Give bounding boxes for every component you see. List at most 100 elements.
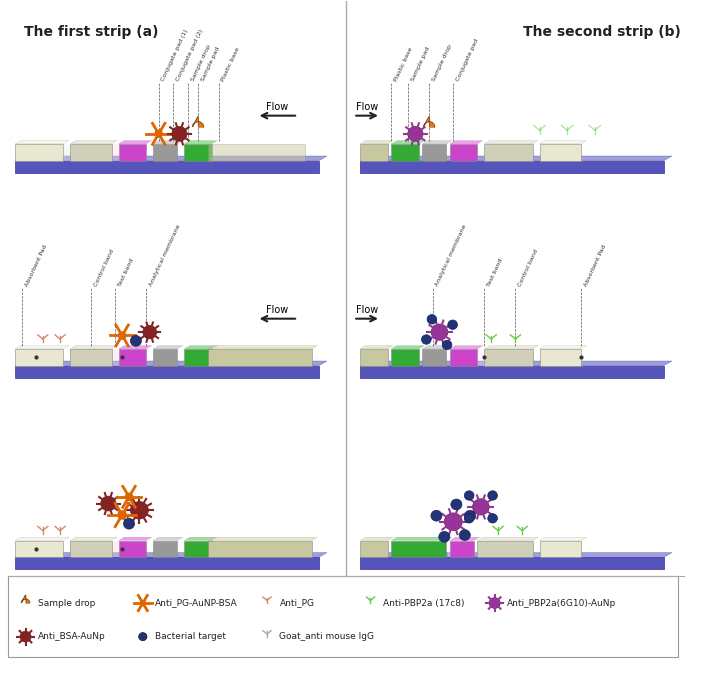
Polygon shape — [422, 346, 452, 349]
Polygon shape — [360, 558, 664, 570]
Polygon shape — [70, 541, 111, 558]
Polygon shape — [208, 349, 312, 366]
Circle shape — [139, 600, 146, 606]
Text: Conjugate pad (1): Conjugate pad (1) — [161, 28, 189, 82]
Polygon shape — [184, 537, 217, 541]
Circle shape — [172, 126, 187, 141]
Polygon shape — [208, 346, 318, 349]
Circle shape — [139, 632, 147, 641]
Polygon shape — [184, 346, 217, 349]
Polygon shape — [477, 537, 538, 541]
Polygon shape — [422, 349, 447, 366]
Text: Flow: Flow — [266, 103, 289, 112]
Polygon shape — [154, 349, 177, 366]
Text: Sample drop: Sample drop — [431, 44, 453, 82]
Circle shape — [20, 631, 31, 642]
Polygon shape — [540, 144, 581, 161]
Bar — [29, 144, 70, 161]
Polygon shape — [15, 361, 327, 366]
Polygon shape — [15, 541, 64, 558]
Polygon shape — [70, 140, 117, 144]
Circle shape — [472, 499, 489, 515]
Polygon shape — [450, 140, 483, 144]
Polygon shape — [154, 140, 183, 144]
Bar — [111, 144, 139, 161]
Text: Sample pad: Sample pad — [200, 46, 220, 82]
Polygon shape — [484, 346, 538, 349]
Polygon shape — [70, 346, 117, 349]
Text: Control band: Control band — [93, 248, 115, 287]
Polygon shape — [422, 144, 447, 161]
Polygon shape — [391, 346, 424, 349]
Text: Test band: Test band — [486, 257, 504, 287]
Polygon shape — [391, 349, 418, 366]
Polygon shape — [184, 144, 212, 161]
Bar — [70, 541, 111, 558]
Bar — [8, 576, 677, 657]
Polygon shape — [422, 140, 452, 144]
Polygon shape — [15, 558, 319, 570]
Bar — [477, 541, 533, 558]
Circle shape — [448, 320, 458, 329]
Circle shape — [451, 499, 462, 510]
Polygon shape — [360, 366, 664, 378]
Circle shape — [464, 514, 474, 523]
Text: Absorbent Pad: Absorbent Pad — [583, 244, 607, 287]
Polygon shape — [360, 346, 393, 349]
Circle shape — [444, 513, 462, 531]
Polygon shape — [360, 144, 388, 161]
Text: Analytical membrane: Analytical membrane — [435, 224, 468, 287]
Polygon shape — [450, 349, 477, 366]
Text: Absorbent Pad: Absorbent Pad — [24, 244, 48, 287]
Polygon shape — [423, 116, 435, 127]
Polygon shape — [360, 361, 672, 366]
Circle shape — [123, 518, 135, 529]
Polygon shape — [15, 553, 327, 558]
Polygon shape — [118, 140, 152, 144]
Circle shape — [117, 510, 127, 520]
Circle shape — [101, 496, 116, 511]
Polygon shape — [15, 349, 64, 366]
Polygon shape — [154, 541, 177, 558]
Polygon shape — [391, 541, 447, 558]
Bar — [449, 541, 469, 558]
Circle shape — [431, 324, 448, 340]
Polygon shape — [118, 346, 152, 349]
Circle shape — [442, 340, 452, 350]
Circle shape — [464, 491, 474, 500]
Text: Sample pad: Sample pad — [411, 46, 431, 82]
Polygon shape — [450, 346, 483, 349]
Circle shape — [465, 510, 476, 521]
Polygon shape — [193, 116, 203, 127]
Polygon shape — [184, 541, 212, 558]
Polygon shape — [15, 140, 69, 144]
Bar — [111, 349, 139, 366]
Circle shape — [459, 530, 470, 541]
Text: Flow: Flow — [266, 305, 289, 315]
Polygon shape — [450, 541, 474, 558]
Bar — [111, 541, 139, 558]
Polygon shape — [540, 140, 587, 144]
Polygon shape — [184, 349, 212, 366]
Polygon shape — [15, 156, 327, 161]
Polygon shape — [154, 537, 183, 541]
Polygon shape — [477, 541, 533, 558]
Circle shape — [488, 491, 498, 500]
Polygon shape — [70, 144, 111, 161]
Polygon shape — [450, 537, 479, 541]
Polygon shape — [22, 595, 29, 603]
Polygon shape — [118, 144, 147, 161]
Polygon shape — [360, 140, 393, 144]
Bar — [484, 349, 526, 366]
Circle shape — [154, 130, 163, 138]
Polygon shape — [118, 349, 147, 366]
Circle shape — [118, 331, 126, 340]
Text: The second strip (b): The second strip (b) — [523, 25, 681, 39]
Text: Anti_PG: Anti_PG — [280, 599, 315, 608]
Circle shape — [125, 493, 133, 501]
Polygon shape — [360, 161, 664, 173]
Polygon shape — [208, 144, 305, 161]
Polygon shape — [391, 144, 418, 161]
Text: The first strip (a): The first strip (a) — [24, 25, 158, 39]
Text: Conjugate pad (2): Conjugate pad (2) — [175, 28, 204, 82]
